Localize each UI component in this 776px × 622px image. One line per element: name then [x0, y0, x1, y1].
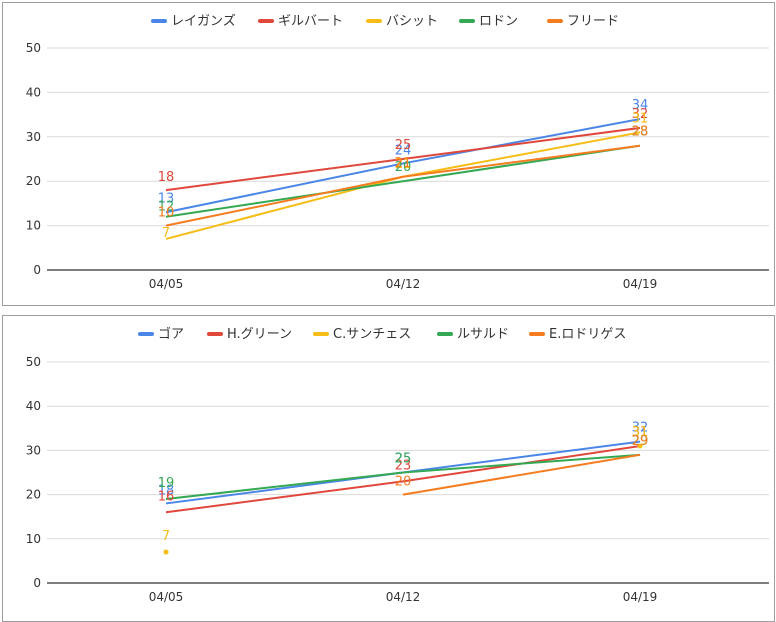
- chart-panel-2: 0 10 20 30 40 50 04/05 04/12 04/19 ゴア H.グリーン C.サンチェ…: [2, 315, 775, 622]
- data-point: [637, 443, 643, 449]
- line-chart-1: 0 10 20 30 40 50 04/05 04/12 04/19 レイガンズ ギルバート バシット…: [26, 13, 769, 291]
- data-point: [163, 549, 169, 555]
- legend-label: ギルバート: [278, 14, 343, 29]
- y-tick-label: 10: [26, 532, 41, 546]
- data-label: 16: [158, 489, 175, 504]
- data-label: 28: [632, 125, 649, 140]
- series-line: [165, 444, 641, 514]
- data-label: 29: [632, 434, 649, 449]
- y-tick-label: 50: [26, 41, 41, 55]
- data-label: 7: [162, 226, 170, 241]
- data-label: 25: [395, 452, 412, 467]
- legend-label: ルサルド: [457, 327, 509, 342]
- x-tick-label: 04/19: [623, 590, 658, 604]
- y-tick-label: 40: [26, 399, 41, 413]
- data-label: 13: [158, 191, 175, 206]
- y-tick-label: 30: [26, 130, 41, 144]
- chart-panel-1: 0 10 20 30 40 50 04/05 04/12 04/19 レイガンズ ギルバート バシット…: [2, 2, 775, 306]
- legend-label: ゴア: [158, 326, 184, 342]
- data-label: 31: [632, 425, 649, 440]
- data-label: 12: [158, 200, 175, 215]
- y-tick-label: 20: [26, 488, 41, 502]
- y-tick-label: 40: [26, 85, 41, 99]
- data-label: 18: [158, 170, 175, 185]
- y-tick-label: 50: [26, 355, 41, 369]
- legend-label: レイガンズ: [171, 13, 236, 29]
- data-label: 24: [395, 143, 412, 158]
- legend-label: H.グリーン: [227, 327, 292, 342]
- data-label: 21: [395, 157, 412, 172]
- data-label: 21: [395, 156, 412, 171]
- x-tick-label: 04/05: [149, 590, 184, 604]
- data-label: 18: [158, 483, 175, 498]
- data-label: 25: [395, 452, 412, 467]
- data-label: 19: [158, 476, 175, 491]
- data-label: 25: [395, 138, 412, 153]
- series-line: [165, 144, 641, 218]
- data-label: 20: [395, 160, 412, 175]
- x-tick-label: 04/12: [386, 277, 421, 291]
- y-tick-label: 30: [26, 443, 41, 457]
- legend-label: E.ロドリゲス: [549, 327, 626, 342]
- data-label: 34: [632, 98, 649, 113]
- x-tick-label: 04/12: [386, 590, 421, 604]
- legend-label: ロドン: [479, 14, 518, 29]
- y-tick-label: 0: [33, 576, 41, 590]
- legend-label: フリード: [567, 14, 619, 29]
- data-label: 23: [395, 458, 412, 473]
- line-chart-2: 0 10 20 30 40 50 04/05 04/12 04/19 ゴア H.グリーン C.サンチェ…: [26, 326, 769, 604]
- x-tick-label: 04/05: [149, 277, 184, 291]
- series-line: [165, 453, 641, 501]
- y-tick-label: 10: [26, 219, 41, 233]
- legend-label: バシット: [386, 14, 438, 29]
- legend-label: C.サンチェス: [333, 327, 411, 342]
- y-tick-label: 0: [33, 263, 41, 277]
- data-label: 20: [395, 475, 412, 490]
- x-tick-label: 04/19: [623, 277, 658, 291]
- data-label: 28: [632, 125, 649, 140]
- series-line: [165, 144, 641, 227]
- data-label: 32: [632, 421, 649, 436]
- data-label: 32: [632, 107, 649, 122]
- data-label: 7: [162, 529, 170, 544]
- y-tick-label: 20: [26, 174, 41, 188]
- series-line: [165, 126, 641, 192]
- series-line: [402, 453, 641, 496]
- data-label: 10: [158, 206, 175, 221]
- series-line: [165, 118, 641, 214]
- data-label: 31: [632, 425, 649, 440]
- data-label: 29: [632, 434, 649, 449]
- data-label: 31: [632, 111, 649, 126]
